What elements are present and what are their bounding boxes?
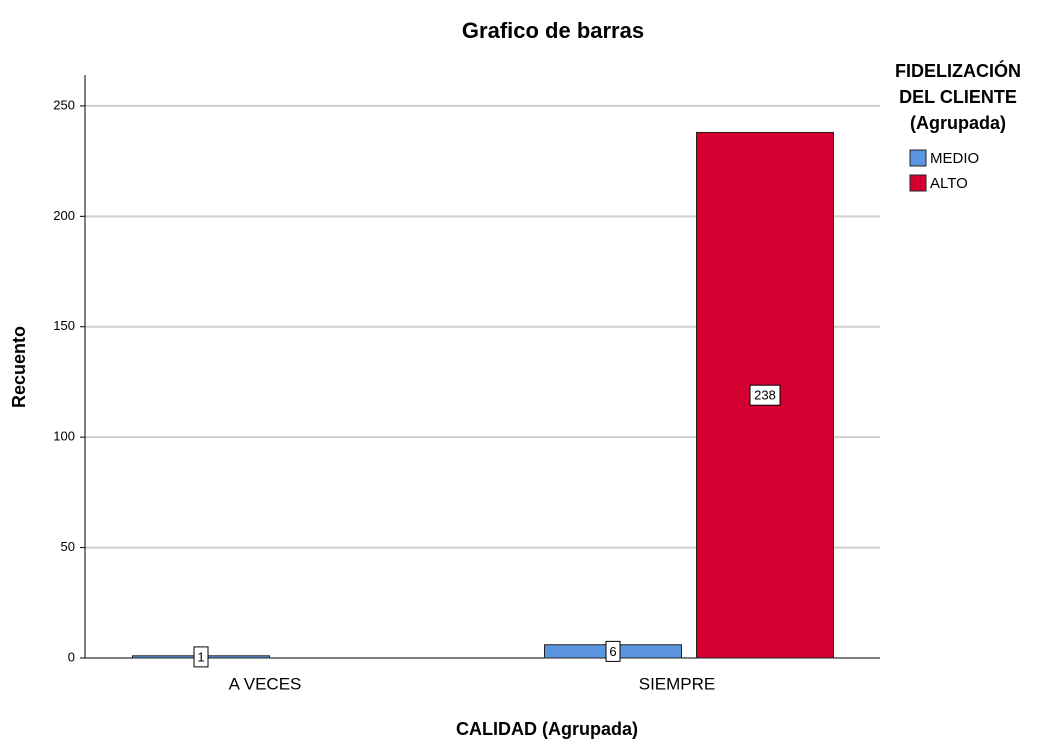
legend-swatch bbox=[909, 174, 927, 192]
value-label-box bbox=[749, 384, 781, 406]
x-tick-label: A VECES bbox=[229, 674, 302, 693]
x-tick-label: SIEMPRE bbox=[639, 674, 716, 693]
value-label-box bbox=[193, 646, 209, 668]
legend-swatch bbox=[909, 149, 927, 167]
y-axis-title: Recuento bbox=[9, 326, 29, 408]
value-label: 6 bbox=[609, 644, 616, 659]
value-label-box bbox=[605, 640, 621, 662]
y-tick-label: 100 bbox=[53, 429, 75, 444]
chart-title: Grafico de barras bbox=[462, 18, 644, 43]
value-label: 1 bbox=[197, 649, 204, 664]
y-tick-label: 0 bbox=[68, 649, 75, 664]
legend-title: (Agrupada) bbox=[910, 113, 1006, 133]
legend-label: MEDIO bbox=[930, 150, 979, 167]
y-tick-label: 200 bbox=[53, 208, 75, 223]
y-tick-label: 50 bbox=[61, 539, 75, 554]
legend-label: ALTO bbox=[930, 175, 968, 192]
legend-title: FIDELIZACIÓN bbox=[895, 60, 1021, 81]
y-tick-label: 250 bbox=[53, 97, 75, 112]
value-label: 238 bbox=[754, 388, 776, 403]
x-axis-title: CALIDAD (Agrupada) bbox=[456, 719, 638, 739]
y-tick-label: 150 bbox=[53, 318, 75, 333]
legend-title: DEL CLIENTE bbox=[899, 87, 1017, 107]
